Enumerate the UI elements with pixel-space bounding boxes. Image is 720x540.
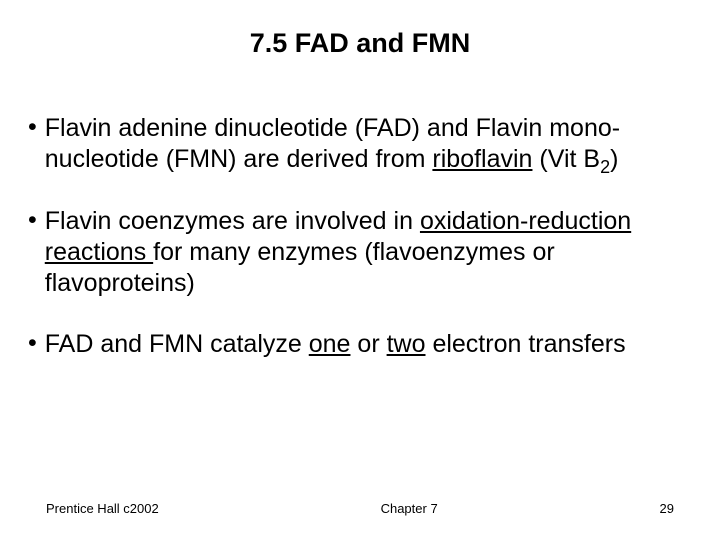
underlined-text: two [387,330,426,358]
underlined-text: riboflavin [432,145,532,173]
bullet-text: Flavin coenzymes are involved in oxidati… [45,206,692,300]
bullet-text: FAD and FMN catalyze one or two electron… [45,329,626,360]
text-run: or [350,330,386,358]
subscript: 2 [600,157,610,177]
footer-center: Chapter 7 [381,501,438,516]
bullet-text: Flavin adenine dinucleotide (FAD) and Fl… [45,113,692,176]
list-item: • Flavin adenine dinucleotide (FAD) and … [28,113,692,176]
bullet-icon: • [28,206,37,235]
text-run: electron transfers [426,330,626,358]
underlined-text: one [309,330,351,358]
slide-title: 7.5 FAD and FMN [28,28,692,59]
list-item: • FAD and FMN catalyze one or two electr… [28,329,692,360]
footer-right: 29 [660,501,674,516]
bullet-icon: • [28,329,37,358]
text-run: ) [610,145,618,173]
slide: 7.5 FAD and FMN • Flavin adenine dinucle… [0,0,720,540]
text-run: Flavin coenzymes are involved in [45,207,420,235]
footer-left: Prentice Hall c2002 [46,501,159,516]
text-run: (Vit B [532,145,600,173]
bullet-icon: • [28,113,37,142]
slide-footer: Prentice Hall c2002 Chapter 7 29 [0,501,720,516]
text-run: FAD and FMN catalyze [45,330,309,358]
list-item: • Flavin coenzymes are involved in oxida… [28,206,692,300]
bullet-list: • Flavin adenine dinucleotide (FAD) and … [28,113,692,361]
